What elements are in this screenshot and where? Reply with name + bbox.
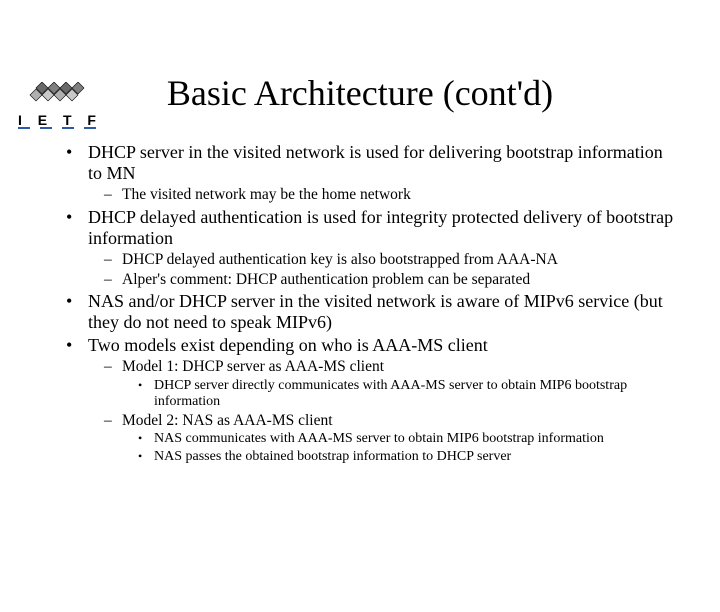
list-item: NAS communicates with AAA-MS server to o… [154,431,680,448]
logo-letter-i: I [18,112,22,128]
list-item: DHCP server in the visited network is us… [88,142,680,205]
list-item: DHCP delayed authentication key is also … [122,251,680,269]
bullet-text: The visited network may be the home netw… [122,186,411,203]
logo-letter-t: T [63,112,72,128]
ietf-logo: I E T F [12,82,102,129]
bullet-text: Alper's comment: DHCP authentication pro… [122,271,530,288]
bullet-text: DHCP delayed authentication is used for … [88,207,673,248]
bullet-text: NAS communicates with AAA-MS server to o… [154,431,604,446]
page-title: Basic Architecture (cont'd) [0,72,720,114]
bullet-text: NAS and/or DHCP server in the visited ne… [88,291,663,332]
logo-underline [18,127,30,129]
bullet-text: Model 1: DHCP server as AAA-MS client [122,358,384,375]
logo-underline [84,127,96,129]
logo-letter-f: F [87,112,96,128]
bullet-text: DHCP server in the visited network is us… [88,142,663,183]
bullet-text: DHCP server directly communicates with A… [154,378,627,410]
logo-underline [62,127,74,129]
logo-underline [40,127,52,129]
list-item: Alper's comment: DHCP authentication pro… [122,271,680,289]
bullet-list: DHCP server in the visited network is us… [40,142,680,465]
logo-underline-row [12,126,102,129]
list-item: DHCP server directly communicates with A… [154,378,680,411]
list-item: Two models exist depending on who is AAA… [88,335,680,465]
bullet-text: Model 2: NAS as AAA-MS client [122,412,333,429]
bullet-text: Two models exist depending on who is AAA… [88,335,488,355]
bullet-text: NAS passes the obtained bootstrap inform… [154,449,511,464]
slide-content: DHCP server in the visited network is us… [0,142,720,465]
list-item: Model 1: DHCP server as AAA-MS client DH… [122,358,680,410]
list-item: NAS passes the obtained bootstrap inform… [154,449,680,466]
list-item: Model 2: NAS as AAA-MS client NAS commun… [122,412,680,465]
list-item: DHCP delayed authentication is used for … [88,207,680,289]
list-item: NAS and/or DHCP server in the visited ne… [88,291,680,333]
logo-letter-e: E [38,112,47,128]
list-item: The visited network may be the home netw… [122,186,680,204]
bullet-text: DHCP delayed authentication key is also … [122,251,558,268]
logo-diamonds [12,82,102,110]
